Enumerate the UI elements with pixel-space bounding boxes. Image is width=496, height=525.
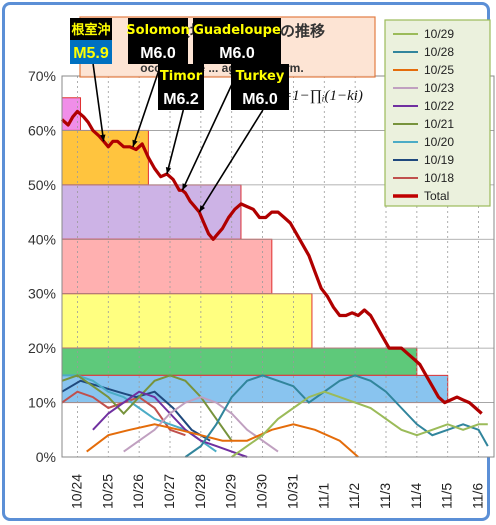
- annotation-arrowhead: [100, 134, 106, 142]
- annotation-magnitude-box: [128, 40, 188, 64]
- legend-label: 10/23: [424, 81, 454, 95]
- probability-band-5: [61, 347, 418, 376]
- annotation-label: Turkey: [236, 69, 285, 84]
- annotation-arrow: [198, 109, 264, 213]
- series-line-10-23: [123, 396, 279, 453]
- annotation-2: Timor M6.2: [158, 64, 204, 175]
- annotation-1: Solomon M6.0: [126, 18, 190, 148]
- legend-label: 10/22: [424, 99, 454, 113]
- x-tick-label: 11/4: [408, 483, 424, 509]
- annotation-label: Solomon: [126, 23, 189, 38]
- x-tick-label: 10/25: [99, 474, 115, 509]
- annotation-magnitude-box: [158, 86, 204, 110]
- x-tick-label: 11/6: [470, 483, 486, 509]
- annotation-arrowhead: [165, 167, 172, 174]
- series-line-10-25: [86, 423, 359, 458]
- y-tick-label: 10%: [28, 395, 56, 411]
- probability-band-4: [61, 293, 313, 349]
- annotation-magnitude-box: [193, 40, 281, 64]
- annotation-arrow: [132, 63, 162, 148]
- x-tick-label: 10/31: [284, 474, 300, 509]
- annotation-magnitude: M6.0: [140, 45, 176, 62]
- annotation-arrow: [92, 63, 105, 142]
- y-tick-label: 60%: [28, 122, 56, 138]
- series-line-10-21: [61, 374, 233, 442]
- annotation-label: Timor: [160, 69, 203, 84]
- legend-label: 10/21: [424, 117, 454, 131]
- x-tick-label: 11/5: [439, 483, 455, 509]
- formula-text: =1−∏ᵢ(1−ki): [282, 88, 363, 104]
- y-tick-label: 70%: [28, 68, 56, 84]
- annotation-magnitude-box: [70, 40, 112, 64]
- annotation-4: Turkey M6.0: [198, 64, 289, 213]
- x-tick-label: 10/29: [223, 474, 239, 509]
- annotation-label-box: [158, 64, 204, 86]
- annotation-magnitude: M6.0: [242, 91, 278, 108]
- probability-band-6: [61, 374, 449, 404]
- x-tick-label: 11/2: [346, 483, 362, 509]
- legend-label: 10/28: [424, 45, 454, 59]
- series-line-total: [60, 109, 483, 415]
- annotation-label-box: [70, 18, 112, 40]
- probability-band-2: [61, 184, 242, 240]
- annotation-0: 根室沖 M5.9: [70, 18, 112, 142]
- annotation-label: 根室沖: [71, 22, 110, 38]
- annotation-magnitude: M6.0: [219, 45, 255, 62]
- x-tick-label: 10/28: [192, 474, 208, 509]
- annotation-arrowhead: [132, 139, 138, 147]
- annotation-magnitude-box: [231, 86, 289, 110]
- legend-label: 10/25: [424, 63, 454, 77]
- x-tick-label: 10/27: [161, 474, 177, 509]
- y-tick-label: 20%: [28, 340, 56, 356]
- x-tick-label: 10/30: [254, 474, 270, 509]
- annotation-arrow: [166, 109, 185, 175]
- y-tick-label: 50%: [28, 177, 56, 193]
- y-tick-label: 40%: [28, 231, 56, 247]
- legend-label: 10/19: [424, 153, 454, 167]
- probability-band-3: [61, 238, 273, 295]
- series-line-10-29: [231, 390, 488, 458]
- x-tick-label: 11/3: [377, 483, 393, 509]
- annotation-label: Guadeloupe: [193, 23, 281, 38]
- x-tick-label: 11/1: [315, 483, 331, 509]
- annotation-arrowhead: [199, 205, 206, 213]
- legend-label: 10/29: [424, 27, 454, 41]
- annotation-magnitude: M5.9: [73, 45, 109, 62]
- annotation-magnitude: M6.2: [163, 91, 199, 108]
- legend-label: 10/18: [424, 171, 454, 185]
- legend-label: 10/20: [424, 135, 454, 149]
- annotation-label-box: [231, 64, 289, 86]
- series-line-10-28: [184, 374, 489, 458]
- annotation-label-box: [128, 18, 188, 40]
- annotation-3: Guadeloupe M6.0: [181, 18, 281, 191]
- annotation-arrowhead: [182, 183, 188, 191]
- annotation-label-box: [193, 18, 281, 40]
- legend-label: Total: [424, 189, 449, 203]
- x-tick-label: 10/24: [68, 474, 84, 509]
- x-tick-label: 10/26: [130, 474, 146, 509]
- legend: 10/29 10/28 10/25 10/23 10/22 10/21 10/20 10/19…: [384, 19, 491, 207]
- y-tick-label: 30%: [28, 286, 56, 302]
- y-tick-label: 0%: [36, 449, 56, 465]
